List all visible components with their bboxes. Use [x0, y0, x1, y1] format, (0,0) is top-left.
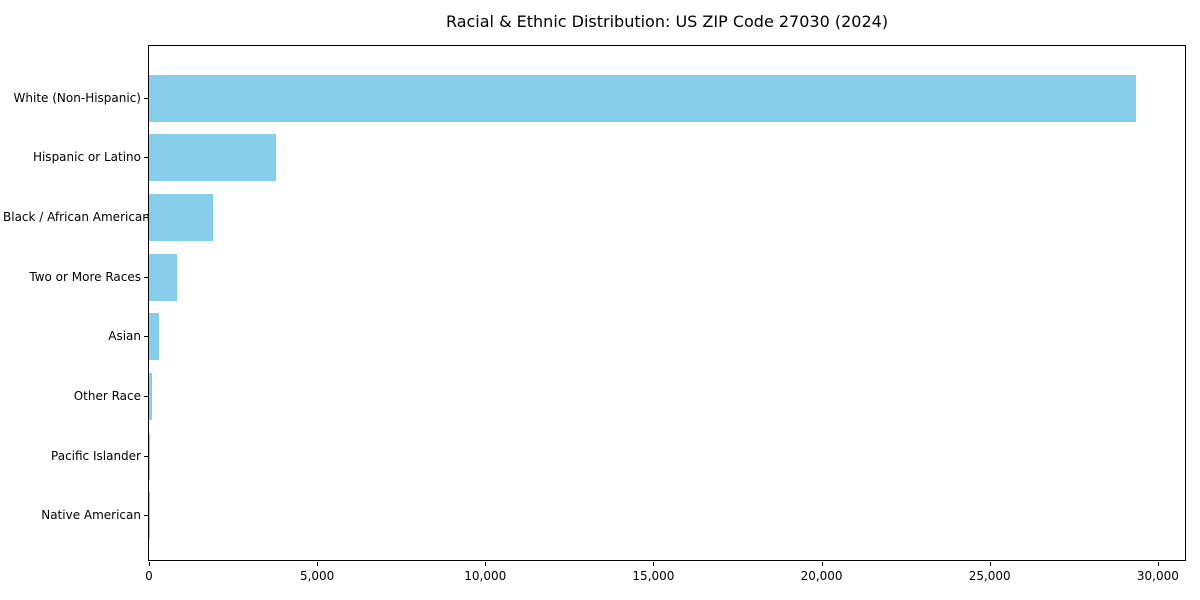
y-axis-tick-label: Pacific Islander [51, 448, 141, 463]
bar-other-race [149, 373, 153, 420]
x-axis-tick-mark [485, 562, 487, 566]
bar-white-non-hispanic [149, 74, 1136, 122]
bar-two-or-more-races [149, 253, 177, 301]
y-axis-tick-mark [144, 515, 148, 517]
y-axis-tick-label: Asian [108, 329, 141, 344]
y-axis-tick-mark [144, 276, 148, 278]
x-axis-tick-mark [989, 562, 991, 566]
x-axis-tick-label: 30,000 [1136, 569, 1179, 583]
y-axis-tick-label: White (Non-Hispanic) [13, 90, 141, 105]
x-axis-tick-mark [653, 562, 655, 566]
y-axis-tick-mark [144, 157, 148, 159]
y-axis-tick-mark [144, 455, 148, 457]
chart-title: Racial & Ethnic Distribution: US ZIP Cod… [445, 12, 889, 31]
x-axis-tick-mark [1157, 562, 1159, 566]
x-axis-tick-label: 20,000 [800, 569, 843, 583]
x-axis-tick-label: 10,000 [464, 569, 507, 583]
x-axis-tick-mark [821, 562, 823, 566]
y-axis-tick-mark [144, 216, 148, 218]
bar-asian [149, 313, 159, 361]
y-axis-tick-label: Hispanic or Latino [32, 150, 141, 165]
y-axis-tick-mark [144, 97, 148, 99]
x-axis-tick-mark [149, 562, 150, 566]
x-axis-tick-label: 25,000 [968, 569, 1011, 583]
bar-hispanic-or-latino [149, 134, 276, 182]
x-axis-tick-label: 0 [145, 569, 153, 583]
x-axis-tick-label: 15,000 [632, 569, 675, 583]
y-axis-tick-label: Native American [41, 508, 141, 523]
x-axis-tick-mark [317, 562, 319, 566]
plot-area: White (Non-Hispanic) Hispanic or Latino Bl… [3, 45, 1186, 583]
x-axis-tick-label: 5,000 [299, 569, 335, 583]
y-axis-tick-label: Black / African American [3, 209, 150, 224]
y-axis-tick-label: Other Race [73, 389, 141, 403]
y-axis-tick-mark [144, 336, 148, 338]
bar-black-african-american [149, 193, 213, 241]
y-axis-tick-label: Two or More Races [29, 269, 141, 284]
y-axis-tick-mark [144, 396, 148, 397]
